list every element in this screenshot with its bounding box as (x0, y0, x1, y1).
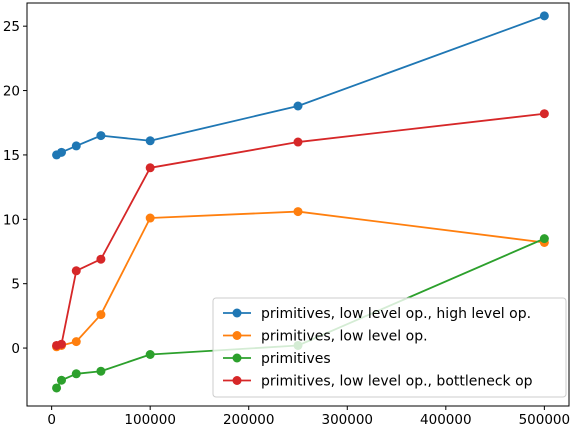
data-point (71, 266, 81, 276)
plot-frame (26, 2, 570, 407)
legend-item: primitives, low level op., high level op… (223, 306, 531, 322)
plot-area (26, 2, 570, 407)
data-point (293, 207, 303, 217)
series-layer (52, 11, 549, 393)
legend-box (212, 297, 567, 398)
y-tick-label: 5 (11, 277, 20, 293)
data-point (96, 366, 106, 376)
y-tick-label: 10 (3, 212, 20, 228)
data-point (293, 137, 303, 147)
legend-item: primitives, low level op., bottleneck op (223, 374, 533, 390)
series-3 (52, 109, 549, 350)
y-tick-label: 0 (11, 341, 20, 357)
legend-marker (232, 308, 242, 318)
data-point (71, 141, 81, 151)
data-point (96, 254, 106, 264)
legend-label: primitives (261, 351, 331, 367)
data-point (56, 339, 66, 349)
data-point (145, 163, 155, 173)
legend-marker (232, 331, 242, 340)
legend-marker (232, 353, 242, 363)
data-point (71, 337, 81, 347)
x-tick-label: 0 (47, 412, 56, 426)
y-tick-label: 25 (3, 19, 20, 35)
data-point (145, 136, 155, 146)
legend-item: primitives (223, 351, 331, 367)
series-0 (52, 11, 549, 160)
data-point (52, 383, 62, 393)
x-tick-label: 500000 (519, 412, 571, 426)
data-point (145, 213, 155, 223)
y-tick-label: 20 (3, 84, 20, 100)
data-point (56, 375, 66, 385)
data-point (56, 147, 66, 157)
data-point (539, 11, 549, 21)
data-point (539, 234, 549, 244)
series-line (56, 15, 545, 156)
data-point (539, 109, 549, 119)
data-point (71, 369, 81, 379)
legend-label: primitives, low level op. (261, 329, 428, 345)
data-point (293, 101, 303, 111)
legend-marker (232, 376, 242, 385)
legend-label: primitives, low level op., bottleneck op (261, 374, 533, 390)
x-tick-label: 100000 (124, 412, 176, 426)
data-point (96, 131, 106, 141)
data-point (96, 310, 106, 320)
y-axis: 0 5 10 15 20 25 (3, 19, 27, 357)
data-point (145, 349, 155, 359)
x-axis: 0 100000 200000 300000 400000 500000 (47, 406, 570, 426)
legend-label: primitives, low level op., high level op… (261, 306, 531, 322)
x-tick-label: 300000 (321, 412, 373, 426)
x-tick-label: 400000 (420, 412, 472, 426)
legend-item: primitives, low level op. (223, 329, 428, 345)
y-tick-label: 15 (3, 148, 20, 164)
legend: primitives, low level op., high level op… (212, 297, 567, 398)
x-tick-label: 200000 (223, 412, 275, 426)
